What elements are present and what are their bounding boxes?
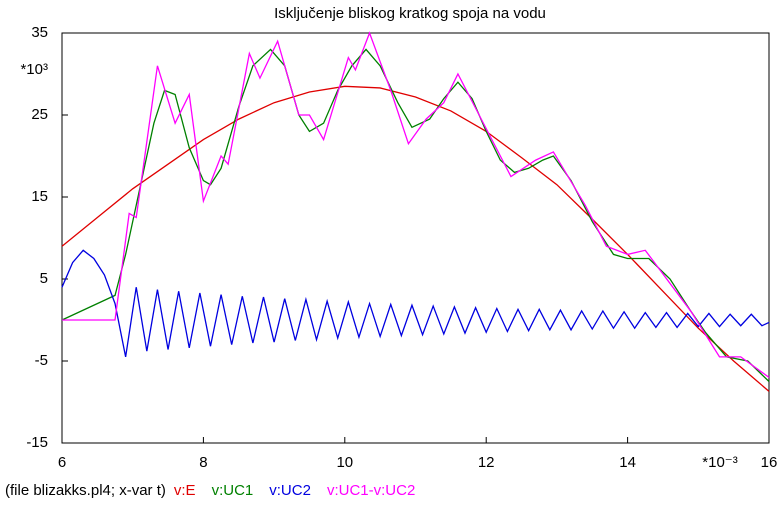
chart-title: Isključenje bliskog kratkog spoja na vod… [274, 5, 546, 22]
legend-entry: v:UC1-v:UC2 [327, 482, 415, 499]
series-line [61, 48, 770, 382]
legend-entry: v:UC1 [212, 482, 254, 499]
y-tick-label: -5 [35, 352, 48, 369]
x-tick-label: 12 [478, 454, 495, 471]
series-line [61, 249, 770, 358]
legend-entry: v:E [174, 482, 196, 499]
legend-entry: v:UC2 [269, 482, 311, 499]
x-tick-label: 14 [619, 454, 636, 471]
y-tick-label: 5 [40, 270, 48, 287]
x-tick-label: 6 [58, 454, 66, 471]
y-tick-label: 15 [31, 188, 48, 205]
y-tick-label: 35 [31, 24, 48, 41]
x-tick-label: 10 [336, 454, 353, 471]
footer: (file blizakks.pl4; x-var t) [5, 482, 166, 499]
series-line [62, 31, 770, 378]
x-unit-label: *10⁻³ [702, 454, 737, 471]
y-unit-label: *10³ [20, 61, 48, 78]
y-tick-label: -15 [26, 434, 48, 451]
plot-frame [61, 32, 770, 444]
x-tick-label: 16 [761, 454, 778, 471]
y-tick-label: 25 [31, 106, 48, 123]
series-line [61, 85, 770, 392]
x-tick-label: 8 [199, 454, 207, 471]
